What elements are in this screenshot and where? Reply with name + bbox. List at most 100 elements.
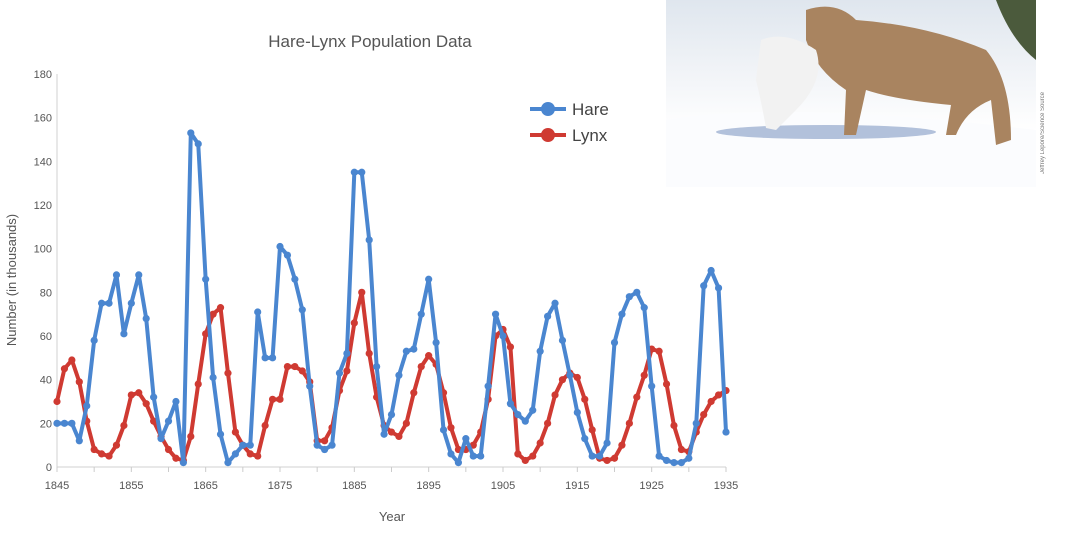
y-tick-label: 160 — [34, 113, 52, 125]
lynx-point — [164, 445, 173, 454]
lynx-point — [417, 362, 425, 371]
x-tick-label: 1895 — [416, 480, 440, 492]
hare-point — [276, 242, 284, 251]
lynx-point — [558, 376, 567, 384]
hare-point — [544, 312, 552, 320]
hare-point — [536, 347, 544, 355]
lynx-point — [662, 380, 671, 388]
hare-point — [387, 411, 396, 419]
x-tick-label: 1935 — [714, 480, 738, 492]
lynx-point — [142, 400, 150, 408]
x-tick-label: 1875 — [268, 480, 292, 492]
hare-point — [254, 308, 262, 316]
lynx-point — [254, 452, 262, 460]
lynx-point — [231, 428, 239, 436]
hare-point — [75, 437, 83, 445]
lynx-point — [105, 452, 113, 460]
lynx-point — [358, 288, 366, 296]
hare-point — [521, 417, 529, 425]
hare-point — [343, 349, 351, 358]
hare-point — [722, 428, 730, 436]
hare-point — [447, 450, 455, 458]
hare-point — [491, 310, 500, 318]
lynx-point — [365, 349, 373, 358]
lynx-point — [387, 428, 396, 436]
hare-point — [112, 271, 121, 279]
hare-point — [432, 338, 440, 347]
lynx-point — [172, 454, 180, 462]
lynx-point — [588, 426, 596, 434]
hare-point — [239, 441, 247, 449]
hare-point — [313, 441, 321, 449]
lynx-point — [350, 319, 358, 327]
hare-point — [685, 454, 693, 462]
x-tick-label: 1905 — [491, 480, 515, 492]
legend: Hare Lynx — [530, 100, 609, 145]
hare-point — [410, 345, 418, 353]
lynx-point — [670, 421, 678, 430]
chart-title: Hare-Lynx Population Data — [268, 32, 472, 51]
hare-point — [662, 456, 671, 465]
lynx-point — [298, 367, 306, 375]
x-tick-label: 1865 — [193, 480, 217, 492]
x-tick-label: 1845 — [45, 480, 69, 492]
hare-point — [135, 271, 143, 279]
lynx-point — [112, 441, 121, 449]
lynx-point — [202, 330, 210, 338]
lynx-point — [321, 437, 329, 445]
hare-point — [454, 459, 462, 467]
lynx-point — [291, 362, 299, 371]
hare-point — [172, 397, 180, 406]
lynx-point — [529, 452, 537, 460]
hare-point — [60, 419, 69, 427]
lynx-point — [425, 352, 433, 360]
hare-point — [395, 371, 403, 379]
lynx-point — [261, 421, 269, 430]
lynx-point — [581, 395, 589, 403]
hare-point — [648, 382, 656, 390]
lynx-point — [150, 417, 158, 425]
lynx-point — [677, 445, 686, 454]
hare-point — [402, 347, 410, 355]
lynx-point — [216, 304, 225, 312]
lynx-point — [625, 419, 633, 427]
x-axis-label: Year — [379, 509, 406, 524]
lynx-point — [514, 450, 522, 458]
hare-point — [707, 266, 715, 275]
hare-point — [53, 419, 61, 427]
hare-point — [98, 299, 106, 307]
hare-point — [194, 140, 202, 148]
lynx-point — [343, 367, 351, 375]
hare-point — [202, 275, 210, 283]
series-hare — [53, 129, 730, 467]
y-tick-label: 140 — [34, 156, 52, 168]
lynx-point — [68, 356, 76, 364]
hare-point — [335, 369, 344, 377]
y-tick-label: 40 — [40, 375, 52, 387]
hare-point — [484, 382, 492, 390]
hare-point — [670, 459, 678, 467]
series-lynx — [53, 288, 730, 465]
legend-lynx-marker — [541, 128, 555, 142]
lynx-point — [98, 450, 106, 458]
lynx-point — [120, 421, 128, 430]
lynx-point — [536, 439, 544, 447]
x-tick-label: 1855 — [119, 480, 143, 492]
hare-point — [365, 236, 373, 244]
hare-point — [373, 362, 381, 371]
lynx-point — [187, 432, 195, 441]
hare-point — [179, 459, 187, 467]
hare-point — [216, 430, 225, 438]
lynx-point — [60, 365, 69, 373]
hare-point — [268, 354, 277, 362]
lynx-point — [90, 445, 98, 454]
hare-point — [469, 452, 477, 460]
lynx-point — [395, 432, 403, 441]
hare-point — [640, 304, 648, 312]
hare-point — [655, 452, 663, 460]
lynx-point — [633, 393, 641, 401]
lynx-point — [53, 397, 61, 406]
lynx-point — [268, 395, 277, 403]
lynx-point — [209, 310, 217, 318]
legend-hare-label: Hare — [572, 100, 609, 119]
